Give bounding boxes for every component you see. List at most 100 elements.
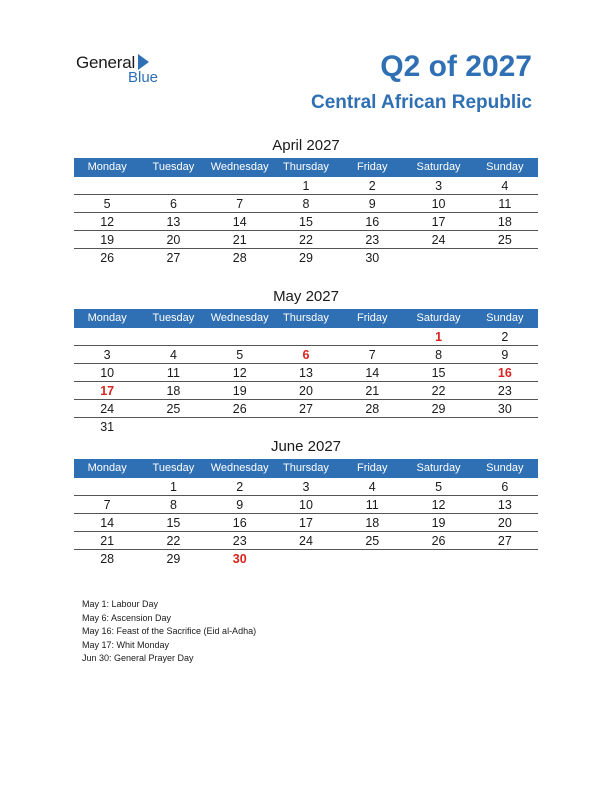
week-row: 12 13 14 15 16 17 18 <box>74 213 538 231</box>
day-cell: 15 <box>431 366 446 380</box>
day-cell: 28 <box>100 552 115 566</box>
weekday-label: Wednesday <box>210 312 269 324</box>
day-cell: 26 <box>100 251 115 265</box>
day-cell: 15 <box>299 215 313 229</box>
day-cell: 21 <box>100 534 115 548</box>
day-cell: 11 <box>365 498 379 512</box>
day-cell <box>472 249 538 266</box>
day-cell: 7 <box>368 348 376 362</box>
weekday-label: Saturday <box>416 161 461 173</box>
day-cell <box>140 177 206 194</box>
day-cell: 12 <box>431 498 446 512</box>
day-cell: 24 <box>100 402 115 416</box>
day-cell: 29 <box>431 402 446 416</box>
holiday-note: May 6: Ascension Day <box>82 612 172 623</box>
day-cell: 6 <box>169 197 177 211</box>
month-title: April 2027 <box>272 137 340 154</box>
day-cell: 18 <box>365 516 380 530</box>
day-cell: 30 <box>497 402 512 416</box>
day-cell <box>74 328 140 345</box>
day-cell: 26 <box>431 534 446 548</box>
day-cell: 24 <box>431 233 446 247</box>
week-row: 3 4 5 6 7 8 9 <box>74 346 538 364</box>
day-cell: 21 <box>365 384 380 398</box>
logo-general-text: General <box>76 53 136 72</box>
day-cell: 17 <box>431 215 446 229</box>
day-cell: 6 <box>302 348 310 362</box>
day-cell: 29 <box>299 251 313 265</box>
day-cell: 26 <box>232 402 247 416</box>
week-row: 26 27 28 29 30 <box>74 249 538 266</box>
day-cell: 18 <box>166 384 181 398</box>
holiday-note: May 1: Labour Day <box>82 599 159 609</box>
day-cell: 2 <box>368 179 376 193</box>
logo-flag-icon <box>138 54 149 70</box>
day-cell <box>405 249 471 266</box>
week-row: 5 6 7 8 9 10 11 <box>74 195 538 213</box>
day-cell: 28 <box>365 402 380 416</box>
day-cell: 7 <box>236 197 244 211</box>
weekday-label: Thursday <box>283 312 329 324</box>
day-cell: 1 <box>435 330 443 344</box>
day-cell: 31 <box>100 420 115 434</box>
holiday-note: May 17: Whit Monday <box>82 639 170 650</box>
week-row: 31 <box>74 418 538 435</box>
month-april: April 2027 Monday Tuesday Wednesday Thursday… <box>74 136 538 266</box>
day-cell <box>273 328 339 345</box>
day-cell: 10 <box>431 197 446 211</box>
page-title: Q2 of 2027 <box>380 50 532 83</box>
weekday-label: Friday <box>356 312 388 324</box>
weekday-label: Monday <box>87 161 127 173</box>
day-cell <box>339 550 405 567</box>
day-cell: 14 <box>365 366 380 380</box>
day-cell: 19 <box>100 233 115 247</box>
day-cell: 9 <box>368 197 376 211</box>
weekday-label: Monday <box>87 462 127 474</box>
day-cell: 19 <box>232 384 247 398</box>
day-cell: 4 <box>169 348 177 362</box>
day-cell: 8 <box>169 498 177 512</box>
day-cell: 17 <box>100 384 115 398</box>
weekday-header: Monday Tuesday Wednesday Thursday Friday Satu… <box>74 459 538 478</box>
day-cell: 9 <box>236 498 244 512</box>
day-cell: 27 <box>166 251 181 265</box>
day-cell: 1 <box>302 179 310 193</box>
day-cell: 24 <box>299 534 313 548</box>
day-cell: 23 <box>497 384 512 398</box>
day-cell: 5 <box>236 348 244 362</box>
day-cell: 28 <box>232 251 247 265</box>
day-cell: 23 <box>365 233 380 247</box>
week-row: 10 11 12 13 14 15 16 <box>74 364 538 382</box>
day-cell: 2 <box>236 480 244 494</box>
weekday-label: Monday <box>87 312 127 324</box>
logo: General Blue <box>76 52 176 88</box>
month-june: June 2027 Monday Tuesday Wednesday Thursday F… <box>74 437 538 567</box>
weekday-label: Sunday <box>486 312 524 324</box>
day-cell: 30 <box>365 251 380 265</box>
day-cell: 22 <box>166 534 181 548</box>
day-cell: 25 <box>497 233 512 247</box>
day-cell: 13 <box>497 498 512 512</box>
day-cell: 27 <box>299 402 313 416</box>
day-cell: 13 <box>299 366 313 380</box>
day-cell: 29 <box>166 552 181 566</box>
day-cell: 21 <box>232 233 247 247</box>
day-cell <box>273 550 339 567</box>
weekday-label: Friday <box>356 462 388 474</box>
month-title: June 2027 <box>270 438 342 455</box>
day-cell: 5 <box>103 197 111 211</box>
holiday-note: May 16: Feast of the Sacrifice (Eid al-A… <box>82 626 257 636</box>
day-cell: 18 <box>497 215 512 229</box>
day-cell: 3 <box>103 348 111 362</box>
day-cell: 6 <box>501 480 509 494</box>
country-name: Central African Republic <box>310 92 532 113</box>
day-cell <box>74 478 140 495</box>
day-cell: 12 <box>232 366 247 380</box>
day-cell <box>472 418 538 435</box>
weekday-header: Monday Tuesday Wednesday Thursday Friday Satu… <box>74 158 538 177</box>
day-cell <box>339 418 405 435</box>
weekday-label: Saturday <box>416 312 461 324</box>
day-cell <box>405 550 471 567</box>
weekday-label: Tuesday <box>152 161 195 173</box>
